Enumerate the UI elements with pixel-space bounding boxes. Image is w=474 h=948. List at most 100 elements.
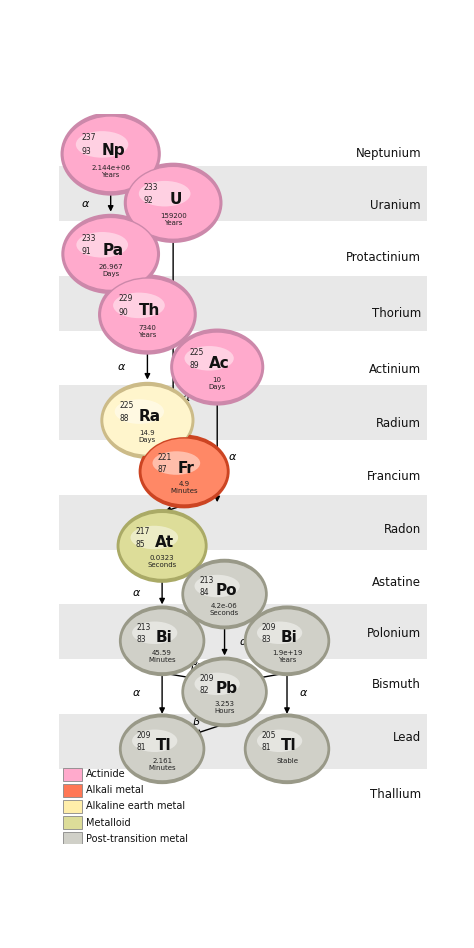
Ellipse shape bbox=[121, 609, 203, 673]
Ellipse shape bbox=[63, 116, 158, 191]
Text: Actinium: Actinium bbox=[369, 363, 421, 375]
Text: α: α bbox=[117, 362, 125, 372]
Text: Lead: Lead bbox=[393, 731, 421, 744]
Text: Th: Th bbox=[139, 303, 161, 319]
Text: 3.253
Hours: 3.253 Hours bbox=[214, 701, 235, 714]
Ellipse shape bbox=[113, 293, 165, 319]
Ellipse shape bbox=[183, 660, 266, 724]
Text: Np: Np bbox=[101, 142, 125, 157]
Text: Alkaline earth metal: Alkaline earth metal bbox=[86, 801, 185, 811]
FancyBboxPatch shape bbox=[63, 784, 82, 797]
Text: 26.967
Days: 26.967 Days bbox=[99, 264, 123, 277]
Ellipse shape bbox=[124, 163, 222, 243]
Ellipse shape bbox=[153, 451, 200, 475]
FancyBboxPatch shape bbox=[63, 832, 82, 846]
Text: Ra: Ra bbox=[138, 410, 161, 425]
Text: Po: Po bbox=[216, 583, 237, 598]
Ellipse shape bbox=[102, 385, 192, 455]
Text: α: α bbox=[300, 687, 307, 698]
Ellipse shape bbox=[173, 332, 262, 402]
Text: 83: 83 bbox=[262, 635, 271, 644]
Text: 0.0323
Seconds: 0.0323 Seconds bbox=[147, 556, 177, 568]
Text: 233: 233 bbox=[144, 183, 158, 191]
Text: Protactinium: Protactinium bbox=[346, 251, 421, 264]
Ellipse shape bbox=[61, 112, 161, 195]
Text: 209: 209 bbox=[137, 731, 151, 740]
Text: 89: 89 bbox=[190, 361, 199, 370]
Text: 225: 225 bbox=[119, 401, 134, 410]
Text: α: α bbox=[136, 551, 143, 560]
Text: Francium: Francium bbox=[367, 470, 421, 483]
Text: Pa: Pa bbox=[102, 243, 124, 258]
Text: 45.59
Minutes: 45.59 Minutes bbox=[148, 649, 176, 663]
Ellipse shape bbox=[182, 558, 268, 629]
Ellipse shape bbox=[76, 131, 128, 157]
Text: Metalloid: Metalloid bbox=[86, 817, 130, 828]
Bar bbox=[59, 604, 427, 659]
Text: α: α bbox=[133, 687, 140, 698]
Text: Uranium: Uranium bbox=[371, 198, 421, 211]
Ellipse shape bbox=[183, 562, 266, 627]
Bar bbox=[59, 166, 427, 221]
Ellipse shape bbox=[194, 673, 240, 695]
Text: α: α bbox=[133, 589, 140, 598]
Ellipse shape bbox=[76, 232, 128, 258]
Text: Alkali metal: Alkali metal bbox=[86, 786, 143, 795]
Ellipse shape bbox=[141, 438, 228, 505]
Text: β⁻: β⁻ bbox=[191, 717, 205, 727]
Ellipse shape bbox=[100, 382, 194, 459]
Text: Ac: Ac bbox=[209, 356, 230, 371]
Ellipse shape bbox=[117, 509, 208, 583]
Text: Radon: Radon bbox=[384, 523, 421, 537]
Ellipse shape bbox=[138, 434, 230, 508]
Text: Bismuth: Bismuth bbox=[372, 678, 421, 691]
Text: 81: 81 bbox=[262, 743, 271, 752]
Ellipse shape bbox=[98, 274, 197, 355]
Text: 221: 221 bbox=[157, 453, 172, 462]
Ellipse shape bbox=[182, 657, 268, 727]
Text: 83: 83 bbox=[137, 635, 146, 644]
Text: 229: 229 bbox=[118, 295, 133, 303]
Text: 84: 84 bbox=[199, 589, 209, 597]
Text: 217: 217 bbox=[135, 527, 150, 537]
Text: Bi: Bi bbox=[281, 630, 298, 645]
Ellipse shape bbox=[244, 714, 330, 784]
Ellipse shape bbox=[126, 166, 220, 239]
Text: Bi: Bi bbox=[156, 630, 173, 645]
Text: 81: 81 bbox=[137, 743, 146, 752]
Ellipse shape bbox=[132, 730, 177, 752]
Ellipse shape bbox=[246, 609, 328, 673]
Text: 14.9
Days: 14.9 Days bbox=[139, 430, 156, 443]
Text: At: At bbox=[155, 535, 174, 550]
Ellipse shape bbox=[139, 181, 191, 207]
Text: 225: 225 bbox=[190, 348, 204, 356]
Text: 233: 233 bbox=[82, 234, 96, 243]
Bar bbox=[59, 276, 427, 331]
Text: 82: 82 bbox=[199, 686, 209, 695]
Text: Stable: Stable bbox=[276, 757, 298, 764]
Text: α: α bbox=[228, 452, 236, 462]
Text: 159200
Years: 159200 Years bbox=[160, 213, 186, 226]
Text: 92: 92 bbox=[144, 196, 154, 206]
Text: β⁻: β⁻ bbox=[174, 443, 187, 453]
Bar bbox=[59, 495, 427, 550]
Text: Tl: Tl bbox=[156, 738, 172, 753]
Text: Pb: Pb bbox=[216, 682, 237, 696]
Text: 10
Days: 10 Days bbox=[209, 377, 226, 390]
Text: 237: 237 bbox=[81, 133, 96, 142]
Text: Astatine: Astatine bbox=[372, 575, 421, 589]
Bar bbox=[59, 714, 427, 769]
Text: 213: 213 bbox=[137, 623, 151, 632]
Text: α: α bbox=[182, 393, 190, 404]
Text: 85: 85 bbox=[135, 539, 145, 549]
FancyBboxPatch shape bbox=[63, 816, 82, 830]
Text: 205: 205 bbox=[262, 731, 276, 740]
Text: 87: 87 bbox=[157, 465, 167, 474]
Text: Tl: Tl bbox=[281, 738, 297, 753]
Text: 7340
Years: 7340 Years bbox=[138, 325, 156, 337]
Ellipse shape bbox=[130, 526, 178, 549]
Text: Radium: Radium bbox=[376, 417, 421, 429]
Text: 213: 213 bbox=[199, 576, 213, 586]
Text: U: U bbox=[169, 191, 182, 207]
Text: 1.9e+19
Years: 1.9e+19 Years bbox=[272, 649, 302, 663]
